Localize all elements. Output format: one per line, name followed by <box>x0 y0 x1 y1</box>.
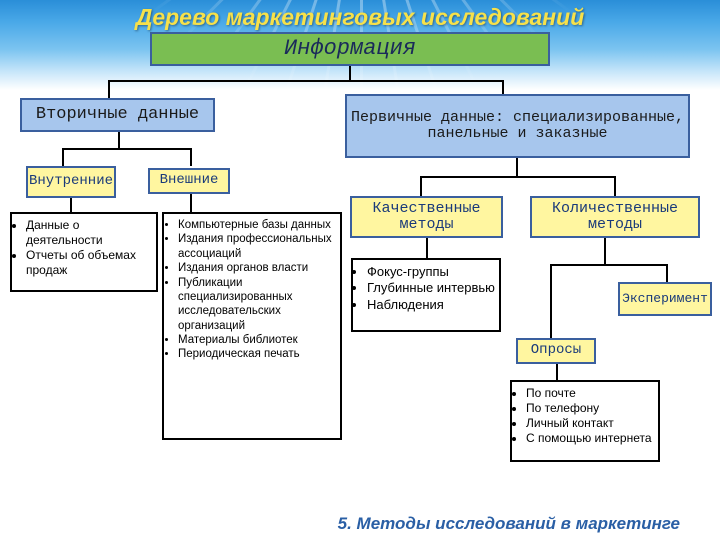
edge <box>420 176 422 196</box>
list-item: Данные о деятельности <box>26 218 154 248</box>
list-item: Компьютерные базы данных <box>178 218 338 232</box>
node-qual: Качественные методы <box>350 196 503 238</box>
edge <box>190 148 192 166</box>
list-item: Отчеты об объемах продаж <box>26 248 154 278</box>
edge <box>62 148 64 166</box>
leaf-internal: Данные о деятельностиОтчеты об объемах п… <box>10 212 158 292</box>
edge <box>604 238 606 264</box>
edge <box>550 264 668 266</box>
edge <box>108 80 504 82</box>
edge <box>550 264 552 338</box>
leaf-qual: Фокус-группыГлубинные интервьюНаблюдения <box>351 258 501 332</box>
list-item: По телефону <box>526 401 656 416</box>
node-secondary: Вторичные данные <box>20 98 215 132</box>
node-internal: Внутренние <box>26 166 116 198</box>
edge <box>190 194 192 212</box>
list-item: Издания профессиональных ассоциаций <box>178 232 338 261</box>
edge <box>556 364 558 380</box>
node-surveys: Опросы <box>516 338 596 364</box>
leaf-surveys: По почтеПо телефонуЛичный контактС помощ… <box>510 380 660 462</box>
edge <box>426 238 428 258</box>
list-item: По почте <box>526 386 656 401</box>
list-item: Личный контакт <box>526 416 656 431</box>
list-item: Периодическая печать <box>178 347 338 361</box>
node-primary: Первичные данные: специализированные, па… <box>345 94 690 158</box>
edge <box>420 176 616 178</box>
edge <box>108 80 110 100</box>
list-item: Издания органов власти <box>178 261 338 275</box>
list-item: Глубинные интервью <box>367 280 497 296</box>
edge <box>666 264 668 282</box>
edge <box>349 66 351 80</box>
edge <box>70 198 72 212</box>
edge <box>118 132 120 148</box>
list-item: Публикации специализированных исследоват… <box>178 276 338 334</box>
edge <box>516 158 518 176</box>
page-title: Дерево маркетинговых исследований <box>0 4 720 31</box>
edge <box>62 148 192 150</box>
leaf-external: Компьютерные базы данныхИздания професси… <box>162 212 342 440</box>
list-item: Наблюдения <box>367 297 497 313</box>
node-quant: Количественные методы <box>530 196 700 238</box>
node-experiment: Эксперимент <box>618 282 712 316</box>
list-item: Фокус-группы <box>367 264 497 280</box>
footer: 5. Методы исследований в маркетинге <box>0 514 720 534</box>
list-item: С помощью интернета <box>526 431 656 446</box>
node-external: Внешние <box>148 168 230 194</box>
list-item: Материалы библиотек <box>178 333 338 347</box>
node-root: Информация <box>150 32 550 66</box>
edge <box>614 176 616 196</box>
